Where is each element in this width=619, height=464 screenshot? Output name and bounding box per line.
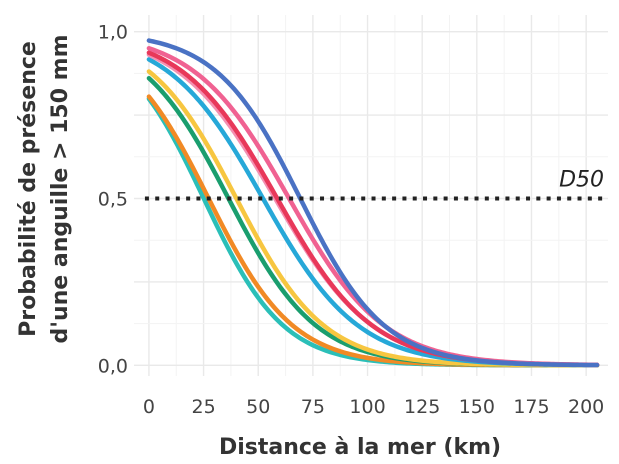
- y-tick-label: 1,0: [98, 22, 128, 44]
- d50-label: D50: [559, 168, 604, 193]
- x-axis-title: Distance à la mer (km): [219, 435, 501, 460]
- series-curve: [146, 38, 600, 368]
- y-tick-label: 0,5: [98, 189, 128, 211]
- x-tick-label: 25: [191, 396, 215, 418]
- y-axis-title-line2: d'une anguille > 150 mm: [48, 34, 73, 343]
- x-tick-label: 150: [459, 396, 495, 418]
- y-tick-labels: 0,0 0,5 1,0: [98, 22, 128, 378]
- x-tick-label: 50: [246, 396, 270, 418]
- x-tick-label: 125: [404, 396, 440, 418]
- x-tick-labels: 0 25 50 75 100 125 150 175 200: [143, 396, 604, 418]
- x-tick-label: 175: [513, 396, 549, 418]
- x-tick-label: 75: [301, 396, 325, 418]
- series-curves: [146, 38, 600, 368]
- x-tick-label: 0: [143, 396, 155, 418]
- x-tick-label: 200: [568, 396, 604, 418]
- y-axis-title-line1: Probabilité de présence: [16, 41, 41, 337]
- y-tick-label: 0,0: [98, 355, 128, 377]
- x-tick-label: 100: [349, 396, 385, 418]
